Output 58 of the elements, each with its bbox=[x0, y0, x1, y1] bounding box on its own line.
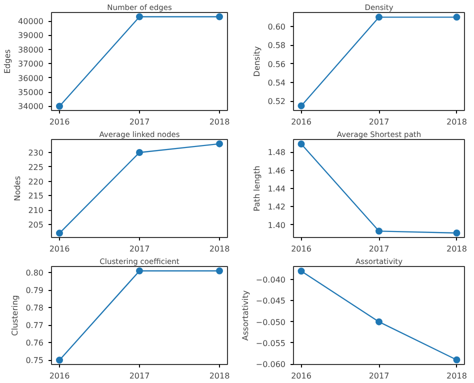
y-tick-label: 36000 bbox=[18, 74, 44, 83]
y-tick-label: 0.56 bbox=[268, 60, 286, 69]
y-tick-label: 0.52 bbox=[268, 97, 286, 106]
x-tick-label: 2018 bbox=[446, 118, 467, 126]
y-axis-title: Density bbox=[252, 46, 262, 77]
y-axis-title: Clustering bbox=[10, 295, 20, 336]
y-tick-label: −0.040 bbox=[256, 276, 286, 285]
x-tick-label: 2017 bbox=[368, 118, 390, 126]
y-tick-label: 34000 bbox=[18, 102, 44, 112]
y-tick-label: 0.60 bbox=[268, 22, 286, 32]
y-tick-label: 1.40 bbox=[268, 220, 286, 230]
y-axis-title: Nodes bbox=[13, 176, 22, 202]
y-tick-label: 0.78 bbox=[26, 304, 44, 313]
x-tick-label: 2016 bbox=[49, 244, 70, 254]
y-tick-label: −0.055 bbox=[256, 338, 286, 348]
y-axis-title: Edges bbox=[3, 49, 12, 74]
y-tick-label: −0.045 bbox=[256, 296, 286, 306]
x-tick-label: 2018 bbox=[209, 372, 230, 380]
y-axis-title: Assortativity bbox=[240, 290, 250, 341]
y-tick-label: 0.75 bbox=[26, 356, 44, 366]
x-tick-label: 2018 bbox=[446, 244, 467, 254]
y-tick-label: −0.060 bbox=[256, 360, 286, 370]
x-tick-label: 2017 bbox=[129, 244, 150, 254]
y-tick-label: 35000 bbox=[18, 88, 44, 98]
y-tick-label: 37000 bbox=[18, 60, 44, 69]
x-tick-label: 2016 bbox=[291, 118, 312, 126]
y-tick-label: 1.42 bbox=[268, 202, 286, 212]
x-tick-label: 2017 bbox=[368, 244, 390, 254]
y-tick-label: 39000 bbox=[18, 31, 44, 40]
y-tick-label: 0.58 bbox=[268, 41, 286, 50]
y-tick-label: 0.54 bbox=[268, 78, 286, 88]
y-tick-label: 0.79 bbox=[26, 286, 44, 296]
x-tick-label: 2017 bbox=[368, 372, 390, 380]
x-tick-label: 2018 bbox=[209, 244, 230, 254]
y-tick-label: 205 bbox=[28, 220, 44, 230]
y-tick-label: 230 bbox=[28, 148, 44, 158]
y-axis-title: Path length bbox=[252, 166, 262, 212]
y-tick-label: 38000 bbox=[18, 45, 44, 54]
y-tick-label: 0.80 bbox=[26, 268, 44, 278]
y-tick-label: 0.77 bbox=[26, 321, 44, 330]
x-tick-label: 2017 bbox=[129, 118, 150, 126]
x-tick-label: 2016 bbox=[49, 118, 70, 126]
x-tick-label: 2018 bbox=[446, 372, 467, 380]
y-tick-label: 1.44 bbox=[268, 184, 286, 194]
x-tick-label: 2017 bbox=[129, 372, 150, 380]
x-tick-label: 2016 bbox=[291, 372, 312, 380]
y-tick-label: 225 bbox=[28, 162, 44, 172]
y-tick-label: 210 bbox=[28, 206, 44, 216]
x-tick-label: 2018 bbox=[209, 118, 230, 126]
y-tick-label: −0.050 bbox=[256, 318, 286, 327]
y-tick-label: 40000 bbox=[18, 17, 44, 26]
y-tick-label: 215 bbox=[28, 192, 44, 201]
x-tick-label: 2016 bbox=[49, 372, 70, 380]
x-tick-label: 2016 bbox=[291, 244, 312, 254]
y-tick-label: 1.46 bbox=[268, 166, 286, 176]
y-tick-label: 220 bbox=[28, 177, 44, 186]
y-tick-label: 0.76 bbox=[26, 338, 44, 348]
y-tick-label: 1.48 bbox=[268, 148, 286, 158]
